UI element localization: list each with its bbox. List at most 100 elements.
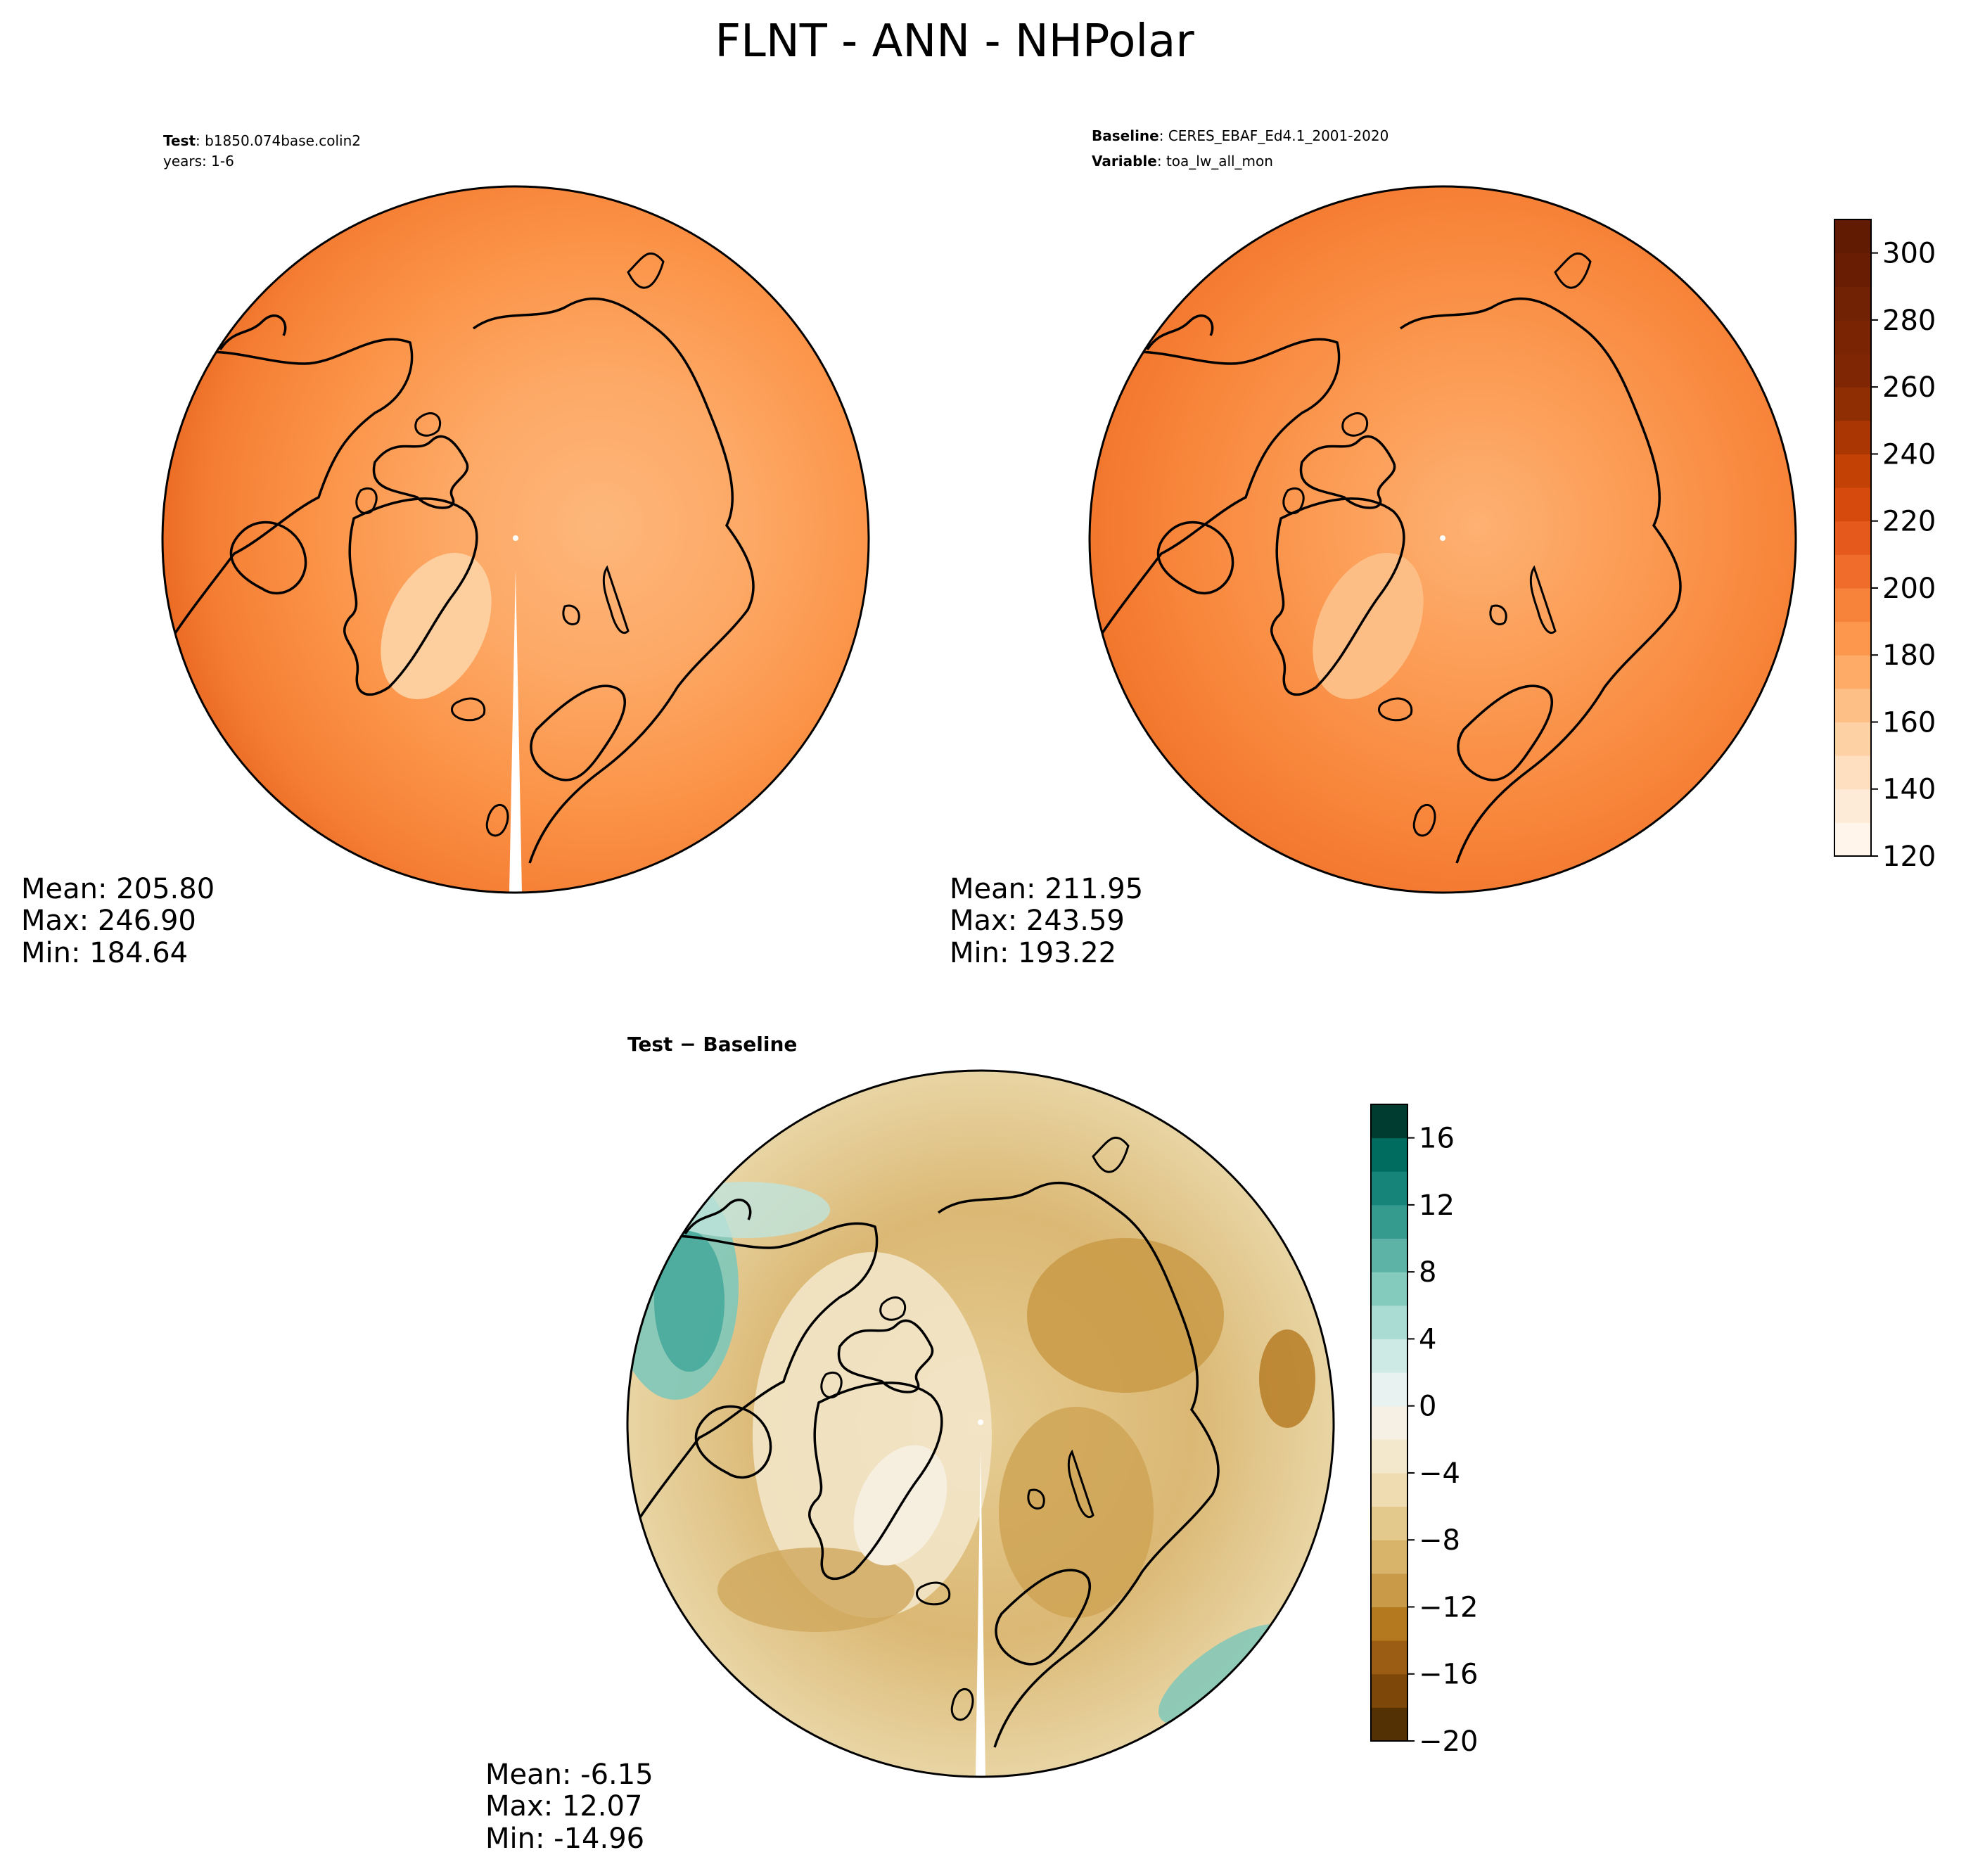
colorbar-difference-segment <box>1371 1673 1408 1708</box>
panel-baseline: Baseline: CERES_EBAF_Ed4.1_2001-2020 Var… <box>950 127 1936 969</box>
panel-test-frame <box>161 185 870 894</box>
colorbar-orange-segment <box>1834 353 1871 388</box>
colorbar-orange-tick-label: 160 <box>1882 706 1936 739</box>
colorbar-orange-segment <box>1834 688 1871 722</box>
colorbar-difference-segment <box>1371 1104 1408 1139</box>
colorbar-difference-segment <box>1371 1372 1408 1407</box>
colorbar-difference-tick-label: −8 <box>1419 1524 1460 1557</box>
colorbar-orange-segment <box>1834 319 1871 355</box>
colorbar-difference-segment <box>1371 1707 1408 1742</box>
panel-test: Test: b1850.074base.colin2 years: 1-6 Me… <box>21 132 870 969</box>
colorbar-difference-segment <box>1371 1540 1408 1574</box>
colorbar-orange-frame <box>1834 219 1872 857</box>
colorbar-orange-tick-label: 140 <box>1882 774 1936 806</box>
colorbar-difference-segment <box>1371 1305 1408 1339</box>
panel-difference-negative-region-3 <box>717 1548 914 1632</box>
panel-baseline-mean: Mean: 211.95 <box>950 873 1143 905</box>
colorbar-difference-segment <box>1371 1607 1408 1641</box>
panel-baseline-dataset: : CERES_EBAF_Ed4.1_2001-2020 <box>1159 127 1389 144</box>
panel-test-mean: Mean: 205.80 <box>21 873 215 905</box>
panel-baseline-header-line1: Baseline: CERES_EBAF_Ed4.1_2001-2020 <box>1092 127 1389 144</box>
panel-test-max: Max: 246.90 <box>21 905 196 937</box>
colorbar-orange-segment <box>1834 621 1871 656</box>
colorbar-difference-segment <box>1371 1272 1408 1306</box>
colorbar-orange: 120 140 160 180 200 220 240 260 280 300 <box>1834 219 1936 873</box>
panel-test-header-line1: Test: b1850.074base.colin2 <box>163 132 361 149</box>
panel-baseline-header-line2: Variable: toa_lw_all_mon <box>1092 153 1273 170</box>
panel-difference-negative-core <box>1259 1329 1315 1428</box>
colorbar-orange-tick-label: 200 <box>1882 573 1936 605</box>
panel-test-pole <box>513 535 518 541</box>
colorbar-orange-segment <box>1834 587 1871 623</box>
panel-test-min: Min: 184.64 <box>21 937 188 969</box>
colorbar-difference-tick-label: 16 <box>1419 1123 1455 1155</box>
colorbar-orange-tick-label: 120 <box>1882 841 1936 873</box>
colorbar-orange-segment <box>1834 822 1871 857</box>
colorbar-orange-segment <box>1834 454 1871 488</box>
panel-test-years: years: 1-6 <box>163 153 234 170</box>
colorbar-orange-segment <box>1834 722 1871 756</box>
colorbar-difference-frame <box>1370 1104 1408 1742</box>
colorbar-orange-tick-label: 240 <box>1882 438 1936 471</box>
panel-baseline-variable: : toa_lw_all_mon <box>1157 153 1273 170</box>
panel-baseline-pole <box>1440 535 1445 541</box>
colorbar-orange-segment <box>1834 420 1871 454</box>
colorbar-difference-segment <box>1371 1238 1408 1272</box>
colorbar-orange-segment <box>1834 655 1871 689</box>
colorbar-orange-segment <box>1834 286 1871 321</box>
colorbar-orange-segment <box>1834 554 1871 589</box>
colorbar-orange-tick-label: 180 <box>1882 639 1936 672</box>
panel-difference-map <box>627 1071 1334 1777</box>
colorbar-difference: −20 −16 −12 −8 −4 0 4 8 12 16 <box>1370 1104 1478 1758</box>
colorbar-orange-segment <box>1834 253 1871 287</box>
colorbar-difference-tick-label: 4 <box>1419 1323 1436 1355</box>
panel-test-label: Test <box>163 132 196 149</box>
colorbar-difference-segment <box>1371 1573 1408 1607</box>
panel-baseline-variable-label: Variable <box>1092 153 1157 170</box>
colorbar-orange-segment <box>1834 219 1871 254</box>
panel-difference-negative-region <box>1027 1238 1224 1393</box>
colorbar-difference-segment <box>1371 1171 1408 1206</box>
colorbar-difference-segment <box>1371 1339 1408 1373</box>
colorbar-difference-tick-label: −16 <box>1419 1659 1478 1691</box>
panel-test-missing-wedge <box>509 570 522 893</box>
colorbar-orange-tick-label: 220 <box>1882 506 1936 538</box>
colorbar-difference-tick-label: −4 <box>1419 1457 1460 1490</box>
colorbar-orange-segment <box>1834 755 1871 790</box>
colorbar-difference-tick-label: 12 <box>1419 1189 1455 1222</box>
colorbar-difference-segment <box>1371 1204 1408 1239</box>
colorbar-difference-segment <box>1371 1506 1408 1540</box>
colorbar-difference-segment <box>1371 1137 1408 1172</box>
colorbar-orange-segment <box>1834 487 1871 522</box>
colorbar-orange-tick-label: 260 <box>1882 371 1936 404</box>
colorbar-difference-segment <box>1371 1405 1408 1440</box>
colorbar-difference-segment <box>1371 1439 1408 1474</box>
colorbar-difference-segment <box>1371 1640 1408 1675</box>
panel-difference-positive-core <box>654 1231 725 1372</box>
colorbar-difference-tick-label: −12 <box>1419 1591 1478 1623</box>
colorbar-difference-tick-label: 8 <box>1419 1256 1436 1289</box>
panel-baseline-min: Min: 193.22 <box>950 937 1116 969</box>
panel-baseline-frame <box>1088 185 1797 894</box>
panel-baseline-label: Baseline <box>1092 127 1159 144</box>
panel-difference-title: Test − Baseline <box>627 1033 797 1056</box>
panel-difference-missing-wedge <box>976 1449 985 1777</box>
panel-difference-negative-region-2 <box>999 1407 1154 1618</box>
panel-baseline-greenland-field <box>1313 553 1424 699</box>
figure-title: FLNT - ANN - NHPolar <box>715 15 1194 68</box>
colorbar-orange-tick-label: 280 <box>1882 305 1936 337</box>
colorbar-orange-tick-label: 300 <box>1882 238 1936 270</box>
colorbar-difference-tick-label: 0 <box>1419 1391 1436 1423</box>
panel-difference-mean: Mean: -6.15 <box>485 1759 653 1791</box>
colorbar-orange-segment <box>1834 789 1871 823</box>
panel-difference: Test − Baseline Mean: -6.15 Max: 12.07 M… <box>485 1033 1478 1855</box>
panel-baseline-max: Max: 243.59 <box>950 905 1125 937</box>
colorbar-difference-segment <box>1371 1472 1408 1507</box>
panel-difference-min: Min: -14.96 <box>485 1823 644 1855</box>
colorbar-orange-segment <box>1834 521 1871 555</box>
panel-difference-frame <box>626 1069 1335 1778</box>
colorbar-difference-tick-label: −20 <box>1419 1725 1478 1758</box>
panel-test-case: : b1850.074base.colin2 <box>196 132 361 149</box>
panel-difference-pole <box>978 1419 983 1425</box>
